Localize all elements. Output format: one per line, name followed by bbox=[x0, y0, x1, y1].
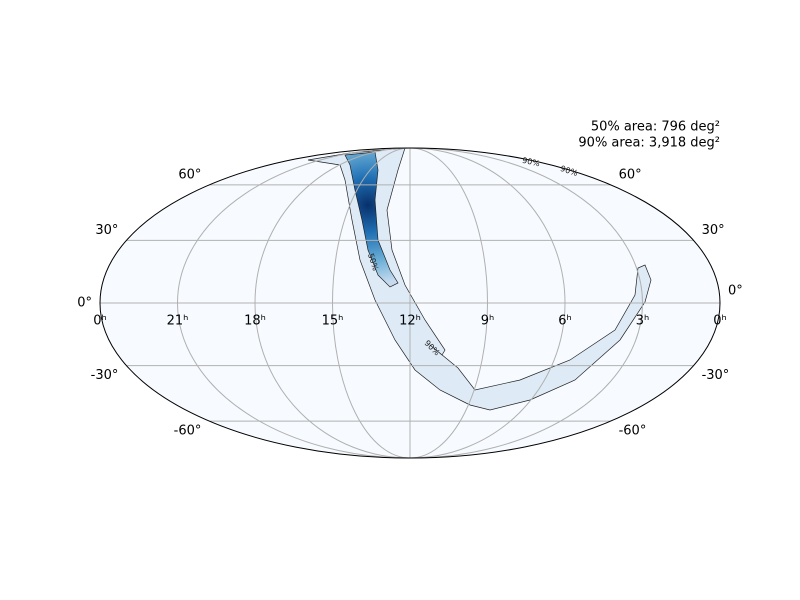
y-tick-label: 30° bbox=[95, 223, 118, 238]
y-tick-label: 30° bbox=[702, 223, 725, 238]
annotation: 90% area: 3,918 deg² bbox=[578, 136, 720, 151]
contour-50 bbox=[344, 151, 399, 288]
x-tick-label: 12ʰ bbox=[399, 314, 421, 329]
annotation: 50% area: 796 deg² bbox=[591, 120, 720, 135]
contour-90 bbox=[307, 148, 652, 411]
x-tick-label: 18ʰ bbox=[244, 314, 266, 329]
x-tick-label: 21ʰ bbox=[167, 314, 189, 329]
y-tick-label: -30° bbox=[702, 368, 730, 383]
x-tick-label: 9ʰ bbox=[481, 314, 495, 329]
x-tick-label: 15ʰ bbox=[322, 314, 344, 329]
x-tick-label: 0ʰ bbox=[713, 314, 727, 329]
y-tick-label: 60° bbox=[619, 167, 642, 182]
contour-label: 90% bbox=[521, 156, 541, 169]
y-tick-label: 60° bbox=[178, 167, 201, 182]
y-tick-label: 0° bbox=[728, 284, 743, 299]
x-tick-label: 0ʰ bbox=[93, 314, 107, 329]
y-tick-label: -60° bbox=[619, 424, 647, 439]
x-tick-label: 6ʰ bbox=[558, 314, 572, 329]
x-tick-label: 3ʰ bbox=[636, 314, 650, 329]
y-tick-label: -60° bbox=[174, 424, 202, 439]
y-tick-label: -30° bbox=[91, 368, 119, 383]
sky-border bbox=[99, 147, 721, 459]
y-tick-label: 0° bbox=[77, 296, 92, 311]
grid bbox=[100, 147, 720, 459]
